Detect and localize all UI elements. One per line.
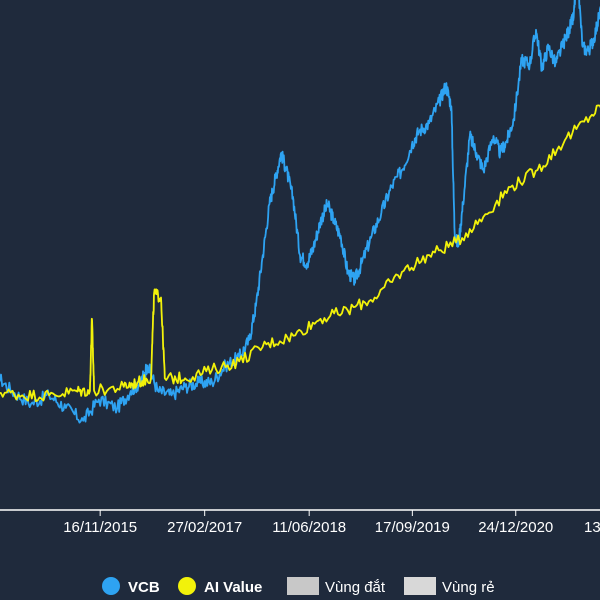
legend-label: Vùng rẻ xyxy=(442,579,495,596)
legend[interactable]: VCB AI Value Vùng đắt Vùng rẻ xyxy=(102,577,495,596)
legend-item-vùng-đắt[interactable]: Vùng đắt xyxy=(287,577,386,596)
legend-label: AI Value xyxy=(204,579,262,596)
x-tick-label: 16/11/2015 xyxy=(63,519,137,536)
legend-swatch xyxy=(102,577,120,595)
legend-label: VCB xyxy=(128,579,160,596)
legend-label: Vùng đắt xyxy=(325,579,386,596)
x-tick-label: 27/02/2017 xyxy=(167,519,242,536)
x-tick-label: 24/12/2020 xyxy=(478,519,553,536)
legend-item-vùng-rẻ[interactable]: Vùng rẻ xyxy=(404,577,495,596)
series-line-ai-value xyxy=(0,104,600,402)
series-line-vcb xyxy=(0,0,600,424)
x-axis-ticks: 16/11/2015 27/02/2017 11/06/2018 17/09/2019… xyxy=(63,510,600,536)
plot-area xyxy=(0,0,600,424)
legend-swatch xyxy=(404,577,436,595)
legend-swatch xyxy=(287,577,319,595)
x-tick-label: 17/09/2019 xyxy=(375,519,450,536)
legend-swatch xyxy=(178,577,196,595)
legend-item-ai-value[interactable]: AI Value xyxy=(178,577,262,596)
x-tick-label: 11/06/2018 xyxy=(272,519,346,536)
legend-item-vcb[interactable]: VCB xyxy=(102,577,160,596)
x-tick-label: 13/04/2022 xyxy=(584,519,600,536)
